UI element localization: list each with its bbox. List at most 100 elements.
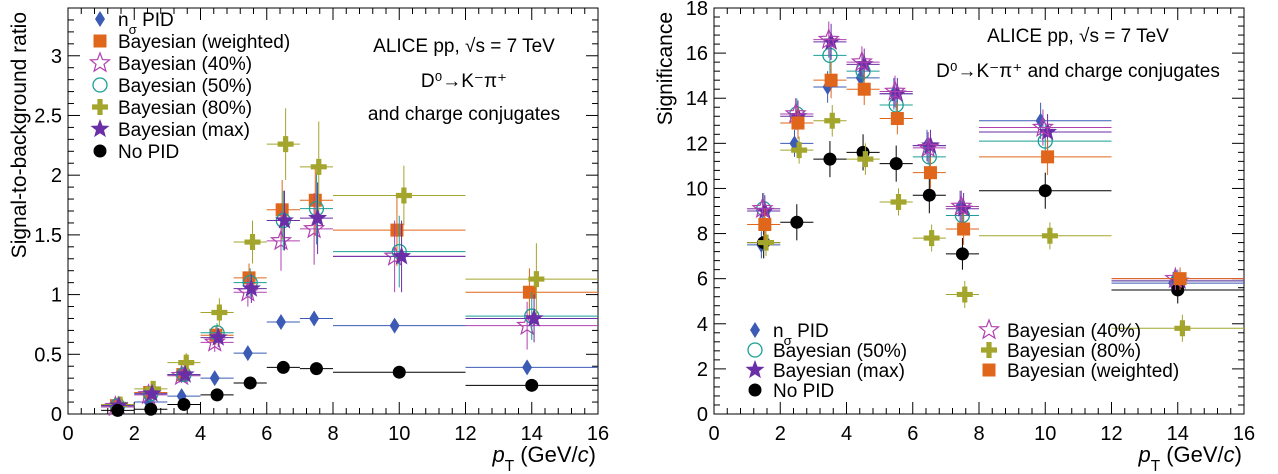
series-7 (101, 360, 598, 417)
data-point (758, 218, 772, 232)
data-point (522, 359, 533, 376)
data-point (528, 271, 545, 288)
legend-marker (748, 383, 762, 397)
data-point (1031, 115, 1055, 137)
data-point (243, 376, 257, 390)
x-tick-label: 6 (261, 423, 272, 445)
data-point (950, 194, 973, 216)
y-tick-label: 2 (697, 359, 708, 381)
legend-entry: nσ PID (95, 10, 174, 37)
series-1 (747, 62, 1244, 295)
data-point (791, 142, 808, 159)
y-axis-label: Significance (654, 12, 677, 125)
data-point (857, 151, 874, 168)
y-tick-label: 3 (51, 46, 62, 68)
data-point (302, 217, 326, 239)
x-tick-label: 2 (129, 423, 140, 445)
data-point (1038, 184, 1052, 198)
annotation: ALICE pp, √s = 7 TeV (373, 36, 555, 57)
legend-entry: Bayesian (80%) (981, 341, 1141, 362)
data-point (144, 402, 158, 416)
x-tick-label: 14 (521, 423, 543, 445)
legend-marker (981, 342, 997, 358)
series-3 (101, 193, 598, 417)
legend-entry: Bayesian (80%) (92, 98, 252, 119)
legend-label: Bayesian (max) (773, 361, 905, 382)
legend-entry: No PID (748, 381, 834, 402)
chart-panel-2: 0 2 4 6 8 10 12 14 16 0 2 4 6 8 10 12 14 16 18 pT (GeV/c) Si… (654, 0, 1255, 474)
x-tick-label: 8 (327, 423, 338, 445)
legend-entry: Bayesian (50%) (747, 341, 907, 362)
data-point (522, 285, 536, 299)
data-point (275, 314, 286, 331)
data-point (1173, 272, 1187, 286)
y-tick-label: 2.5 (34, 105, 62, 127)
data-point (111, 403, 125, 417)
data-point (308, 208, 328, 227)
data-point (854, 54, 874, 73)
legend-marker (747, 342, 763, 358)
y-tick-label: 0.5 (34, 344, 62, 366)
data-point (922, 188, 936, 202)
data-point (857, 82, 871, 96)
x-tick-label: 10 (1034, 423, 1056, 445)
legend-entry: Bayesian (max) (90, 119, 250, 141)
legend-marker (977, 318, 1001, 340)
data-point (890, 112, 904, 126)
y-tick-label: 6 (697, 269, 708, 291)
y-tick-label: 2 (51, 165, 62, 187)
y-tick-label: 1 (51, 285, 62, 307)
legend-entry: nσ PID (750, 321, 829, 348)
data-point (887, 83, 907, 102)
annotation: D⁰→K⁻π⁺ (421, 71, 507, 92)
data-point (850, 50, 874, 72)
data-point (923, 166, 937, 180)
data-point (791, 116, 805, 130)
x-tick-label: 2 (775, 423, 786, 445)
legend-label: Bayesian (40%) (118, 54, 252, 75)
data-point (954, 198, 974, 217)
data-point (276, 360, 290, 374)
legend-marker (95, 11, 105, 27)
data-point (310, 158, 327, 175)
data-point (1041, 150, 1055, 164)
y-tick-label: 12 (686, 133, 708, 155)
annotation: D⁰→K⁻π⁺ and charge conjugates (936, 61, 1220, 82)
x-tick-label: 4 (841, 423, 852, 445)
legend-label: Bayesian (weighted) (1007, 361, 1179, 382)
data-point (923, 230, 940, 247)
legend-label: nσ PID (773, 321, 829, 348)
x-tick-label: 6 (907, 423, 918, 445)
legend-entry: Bayesian (40%) (88, 51, 252, 75)
annotation: and charge conjugates (368, 104, 560, 125)
y-axis-label: Signal-to-background ratio (8, 12, 31, 258)
legend-label: No PID (118, 142, 179, 163)
data-point (824, 112, 841, 129)
legend-marker (88, 51, 112, 73)
data-point (751, 196, 774, 219)
data-point (890, 193, 907, 210)
data-point (209, 370, 220, 387)
data-point (208, 327, 228, 346)
data-point (955, 247, 969, 261)
data-point (1041, 227, 1058, 244)
legend-marker (745, 360, 765, 379)
legend-entry: Bayesian (40%) (977, 318, 1141, 342)
x-tick-label: 0 (62, 423, 73, 445)
series-7 (747, 62, 1244, 290)
data-point (395, 187, 412, 204)
x-tick-label: 4 (195, 423, 206, 445)
annotation: ALICE pp, √s = 7 TeV (987, 26, 1169, 47)
data-point (758, 234, 775, 251)
legend-label: Bayesian (max) (118, 120, 250, 141)
data-point (390, 223, 404, 237)
legend-marker (93, 34, 107, 48)
legend-marker (750, 322, 760, 338)
legend-entry: Bayesian (weighted) (93, 32, 290, 53)
x-tick-label: 14 (1167, 423, 1189, 445)
y-tick-label: 4 (697, 314, 708, 336)
data-point (309, 362, 323, 376)
series-6 (747, 104, 1244, 342)
data-point (211, 304, 228, 321)
